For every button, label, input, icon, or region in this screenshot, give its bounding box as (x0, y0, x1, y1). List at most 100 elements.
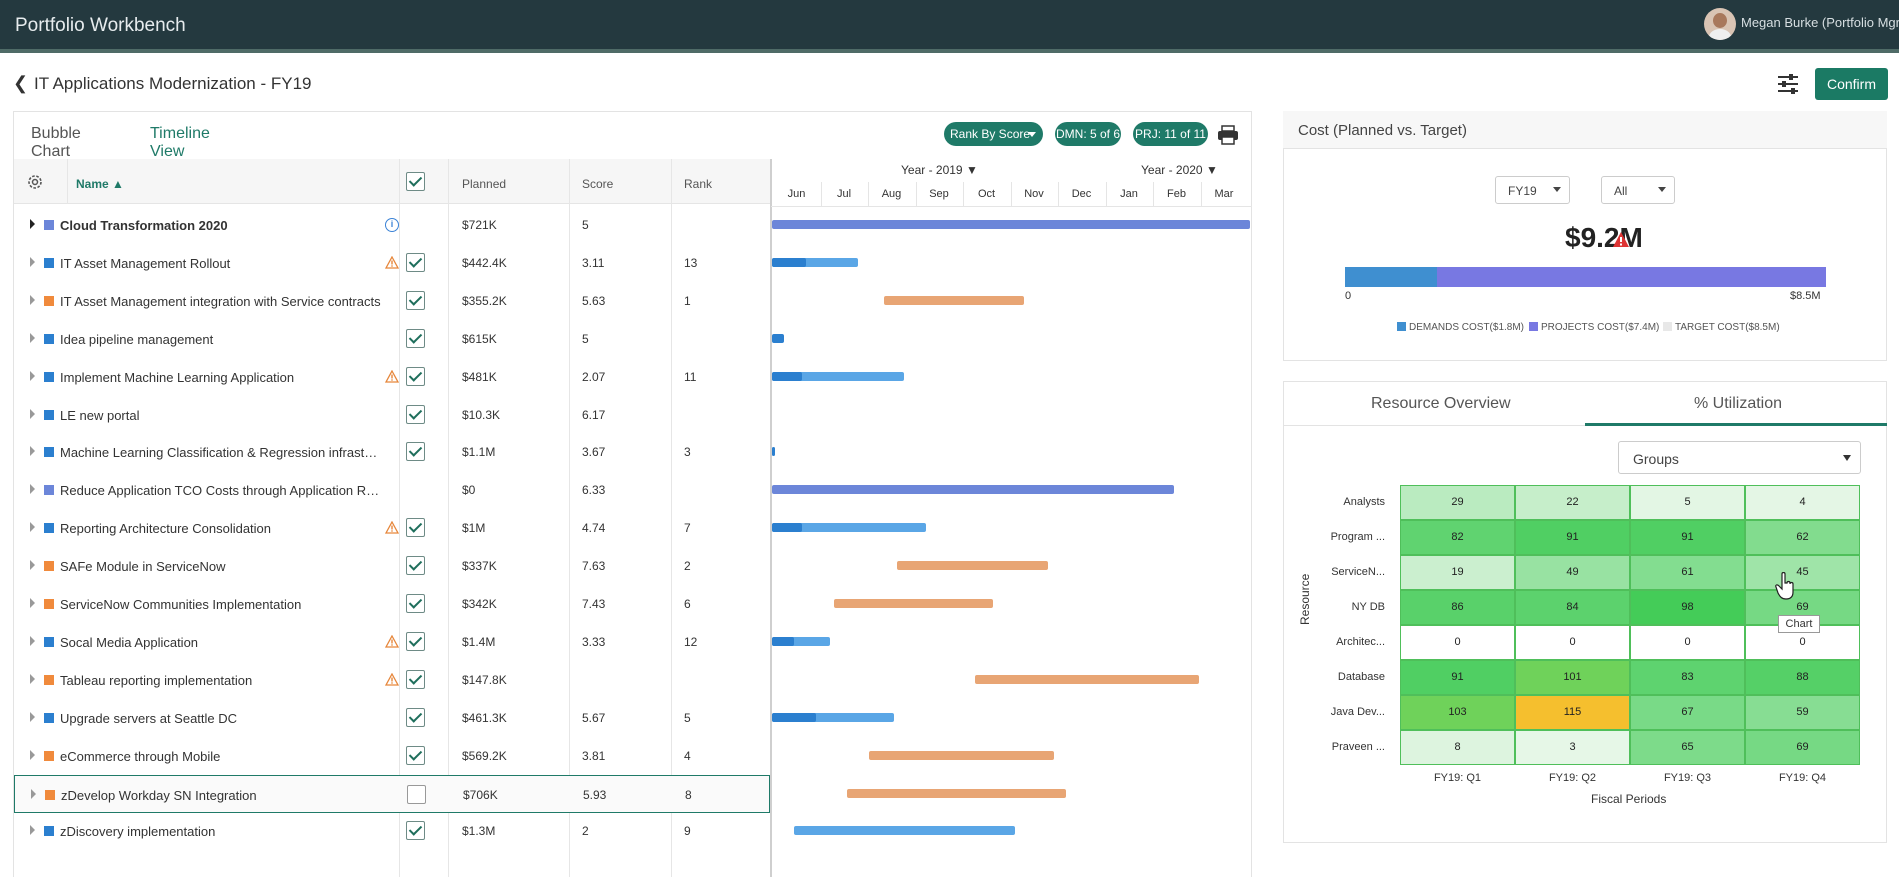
project-name[interactable]: Reporting Architecture Consolidation (60, 521, 272, 537)
table-row[interactable]: Socal Media Application $1.4M 3.33 12 (14, 623, 770, 661)
expand-caret-icon[interactable] (30, 219, 35, 229)
row-checkbox[interactable] (406, 745, 425, 765)
row-checkbox[interactable] (407, 784, 426, 804)
expand-caret-icon[interactable] (30, 635, 35, 646)
heatmap-cell[interactable]: 22 (1515, 485, 1630, 520)
heatmap-cell[interactable]: 88 (1745, 660, 1860, 695)
prj-filter-pill[interactable]: PRJ: 11 of 11 (1133, 122, 1208, 146)
gantt-bar[interactable] (834, 599, 993, 608)
heatmap-cell[interactable]: 98 (1630, 590, 1745, 625)
heatmap-cell[interactable]: 103 (1400, 695, 1515, 730)
project-name[interactable]: Machine Learning Classification & Regres… (60, 445, 378, 461)
tab-utilization[interactable]: % Utilization (1694, 395, 1783, 412)
fiscal-year-select[interactable]: FY19 (1495, 176, 1570, 204)
expand-caret-icon[interactable] (30, 598, 35, 608)
table-row[interactable]: Cloud Transformation 2020 i $721K 5 (14, 206, 770, 244)
heatmap-cell[interactable]: 0 (1400, 625, 1515, 660)
row-checkbox[interactable] (406, 252, 425, 272)
heatmap-cell[interactable]: 91 (1630, 520, 1745, 555)
heatmap-cell[interactable]: 62 (1745, 520, 1860, 555)
gantt-bar[interactable] (772, 712, 816, 722)
gantt-bar[interactable] (794, 826, 1015, 836)
gantt-bar[interactable] (772, 257, 858, 267)
gantt-bar[interactable] (869, 750, 1054, 760)
gantt-bar[interactable] (772, 333, 784, 343)
project-name[interactable]: zDevelop Workday SN Integration (61, 787, 257, 803)
table-row[interactable]: IT Asset Management Rollout $442.4K 3.11 13 (14, 244, 770, 282)
row-checkbox[interactable] (406, 594, 425, 613)
row-checkbox[interactable] (406, 631, 425, 651)
table-row[interactable]: ServiceNow Communities Implementation $34… (14, 585, 770, 623)
heatmap-cell[interactable]: 115 (1515, 695, 1630, 730)
heatmap-cell[interactable]: 91 (1515, 520, 1630, 555)
gantt-bar[interactable] (772, 447, 775, 457)
expand-caret-icon[interactable] (30, 825, 35, 836)
heatmap-cell[interactable]: 69 (1745, 730, 1860, 765)
heatmap-cell[interactable]: 3 (1515, 730, 1630, 765)
heatmap-cell[interactable]: 59 (1745, 695, 1860, 730)
table-row[interactable]: Implement Machine Learning Application $4… (14, 358, 770, 396)
heatmap-cell[interactable]: 0 (1630, 625, 1745, 660)
project-name[interactable]: eCommerce through Mobile (60, 748, 221, 764)
user-avatar[interactable] (1704, 8, 1736, 40)
expand-caret-icon[interactable] (30, 294, 35, 305)
row-checkbox[interactable] (406, 556, 425, 576)
row-checkbox[interactable] (406, 442, 425, 462)
tab-bubble-chart[interactable]: Bubble Chart (31, 125, 81, 160)
gantt-bar[interactable] (772, 523, 926, 533)
year-2020-selector[interactable]: Year - 2020 ▼ (1141, 163, 1218, 177)
project-name[interactable]: Cloud Transformation 2020 (60, 218, 228, 233)
heatmap-cell[interactable]: 101 (1515, 660, 1630, 695)
dmn-filter-pill[interactable]: DMN: 5 of 6 (1055, 122, 1121, 146)
confirm-button[interactable]: Confirm (1815, 68, 1888, 100)
project-name[interactable]: zDiscovery implementation (60, 824, 216, 840)
gantt-bar[interactable] (884, 295, 1024, 305)
project-name[interactable]: IT Asset Management integration with Ser… (60, 293, 381, 309)
expand-caret-icon[interactable] (31, 788, 36, 799)
row-checkbox[interactable] (406, 328, 425, 348)
tab-resource-overview[interactable]: Resource Overview (1371, 395, 1511, 412)
gantt-bar[interactable] (772, 371, 904, 381)
planned-column-header[interactable]: Planned (462, 177, 507, 191)
expand-caret-icon[interactable] (30, 332, 35, 343)
gantt-bar[interactable] (897, 561, 1048, 571)
print-icon[interactable] (1217, 125, 1239, 145)
row-checkbox[interactable] (406, 707, 425, 727)
table-row[interactable]: eCommerce through Mobile $569.2K 3.81 4 (14, 737, 770, 775)
row-checkbox[interactable] (406, 366, 425, 386)
heatmap-cell[interactable]: 61 (1630, 555, 1745, 590)
gantt-bar[interactable] (847, 788, 1066, 798)
heatmap-cell[interactable]: 49 (1515, 555, 1630, 590)
project-name[interactable]: Implement Machine Learning Application (60, 369, 295, 385)
settings-sliders-icon[interactable] (1776, 73, 1800, 95)
expand-caret-icon[interactable] (30, 484, 35, 495)
project-name[interactable]: IT Asset Management Rollout (60, 255, 231, 271)
row-checkbox[interactable] (406, 290, 425, 310)
row-checkbox[interactable] (406, 669, 425, 689)
table-row[interactable]: Tableau reporting implementation $147.8K (14, 661, 770, 699)
score-column-header[interactable]: Score (582, 177, 614, 191)
table-row[interactable]: Upgrade servers at Seattle DC $461.3K 5.67… (14, 699, 770, 737)
gantt-bar[interactable] (772, 636, 794, 646)
heatmap-cell[interactable]: 5 (1630, 485, 1745, 520)
info-icon[interactable]: i (385, 218, 399, 232)
heatmap-cell[interactable]: 29 (1400, 485, 1515, 520)
project-name[interactable]: Upgrade servers at Seattle DC (60, 710, 238, 726)
heatmap-cell[interactable]: 83 (1630, 660, 1745, 695)
project-name[interactable]: ServiceNow Communities Implementation (60, 597, 302, 612)
rank-by-score-dropdown[interactable]: Rank By Score (944, 122, 1043, 146)
heatmap-cell[interactable]: 4 (1745, 485, 1860, 520)
heatmap-cell[interactable]: 65 (1630, 730, 1745, 765)
project-name[interactable]: Idea pipeline management (60, 331, 214, 347)
row-checkbox[interactable] (406, 404, 425, 424)
heatmap-cell[interactable]: 45 (1745, 555, 1860, 590)
gantt-bar[interactable] (772, 257, 806, 267)
project-name[interactable]: Reduce Application TCO Costs through App… (60, 483, 380, 499)
heatmap-cell[interactable]: 19 (1400, 555, 1515, 590)
year-2019-selector[interactable]: Year - 2019 ▼ (901, 163, 978, 177)
table-row[interactable]: LE new portal $10.3K 6.17 (14, 396, 770, 434)
project-name[interactable]: LE new portal (60, 407, 140, 423)
table-row[interactable]: SAFe Module in ServiceNow $337K 7.63 2 (14, 547, 770, 585)
expand-caret-icon[interactable] (30, 749, 35, 760)
gantt-bar[interactable] (772, 485, 1174, 495)
